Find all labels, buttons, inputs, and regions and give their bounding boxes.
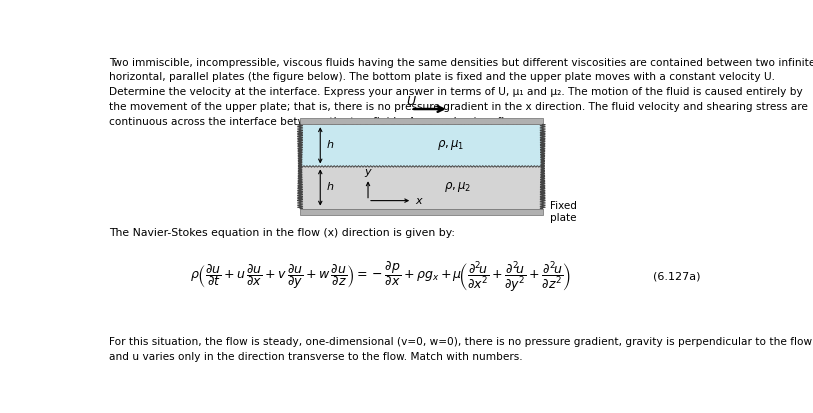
Text: y: y — [365, 167, 372, 177]
Text: and u varies only in the direction transverse to the flow. Match with numbers.: and u varies only in the direction trans… — [109, 352, 523, 362]
Text: Fixed
plate: Fixed plate — [550, 201, 577, 223]
Text: h: h — [327, 140, 333, 150]
Bar — [300, 209, 543, 215]
Text: x: x — [415, 196, 422, 206]
Text: For this situation, the flow is steady, one-dimensional (v=0, w=0), there is no : For this situation, the flow is steady, … — [109, 337, 813, 347]
Text: horizontal, parallel plates (the figure below). The bottom plate is fixed and th: horizontal, parallel plates (the figure … — [109, 72, 775, 83]
Text: the movement of the upper plate; that is, there is no pressure gradient in the x: the movement of the upper plate; that is… — [109, 102, 808, 112]
Bar — [300, 124, 543, 166]
Text: $\rho, \mu_1$: $\rho, \mu_1$ — [437, 138, 464, 152]
Text: (6.127a): (6.127a) — [653, 272, 701, 282]
Text: Two immiscible, incompressible, viscous fluids having the same densities but dif: Two immiscible, incompressible, viscous … — [109, 57, 813, 67]
Text: $\rho, \mu_2$: $\rho, \mu_2$ — [444, 180, 472, 194]
Text: h: h — [327, 183, 333, 192]
Text: continuous across the interface between the two fluids. Assume laminar flow.: continuous across the interface between … — [109, 117, 522, 127]
Text: $\rho\left(\dfrac{\partial u}{\partial t} + u\,\dfrac{\partial u}{\partial x} + : $\rho\left(\dfrac{\partial u}{\partial t… — [189, 260, 571, 294]
Bar — [300, 118, 543, 124]
Text: U: U — [406, 95, 415, 108]
Text: The Navier-Stokes equation in the flow (x) direction is given by:: The Navier-Stokes equation in the flow (… — [109, 228, 455, 237]
Text: Determine the velocity at the interface. Express your answer in terms of U, μ₁ a: Determine the velocity at the interface.… — [109, 88, 803, 97]
Bar — [300, 166, 543, 209]
